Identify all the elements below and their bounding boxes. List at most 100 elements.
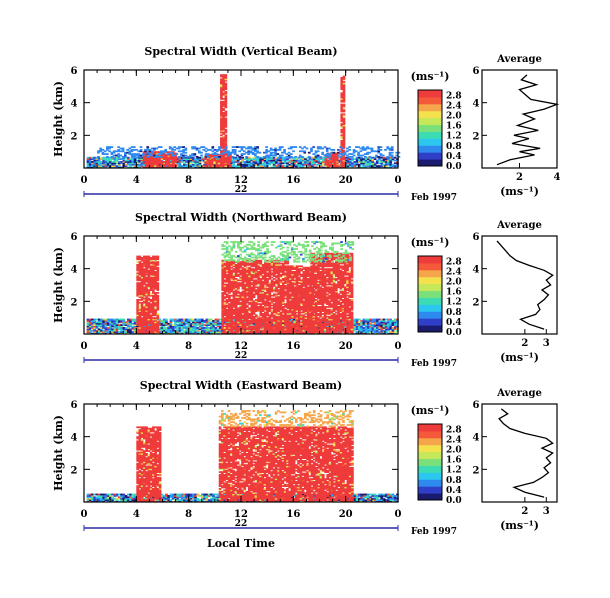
heatmap-cell [257, 317, 260, 319]
heatmap-cell [364, 318, 368, 321]
heatmap-cell [234, 304, 238, 307]
heatmap-cell [221, 262, 225, 265]
heatmap-cell [241, 328, 245, 331]
heatmap-cell [228, 320, 231, 322]
heatmap-cell [152, 261, 155, 263]
heatmap-cell [270, 159, 274, 162]
heatmap-cell [167, 325, 171, 328]
heatmap-cell [241, 322, 245, 325]
heatmap-cell [209, 328, 213, 331]
heatmap-cell [224, 103, 228, 106]
heatmap-cell [255, 329, 258, 332]
heatmap-cell [266, 308, 269, 311]
heatmap-cell [225, 266, 229, 269]
heatmap-cell [158, 318, 162, 321]
heatmap-cell [234, 290, 238, 293]
heatmap-cell [393, 325, 397, 328]
heatmap-cell [151, 163, 155, 166]
heatmap-cell [187, 324, 191, 326]
heatmap-cell [380, 328, 384, 331]
heatmap-cell [126, 148, 129, 151]
heatmap-cell [257, 290, 260, 293]
heatmap-cell [340, 86, 344, 89]
heatmap-cell [115, 321, 119, 324]
heatmap-cell [250, 301, 254, 304]
heatmap-cell [224, 142, 228, 145]
heatmap-cell [243, 304, 247, 307]
heatmap-cell [152, 331, 155, 333]
heatmap-cell [138, 258, 142, 261]
heatmap-cell [250, 159, 253, 162]
heatmap-cell [261, 306, 265, 308]
heatmap-cell [220, 117, 223, 120]
heatmap-cell [124, 151, 127, 154]
heatmap-cell [279, 163, 283, 166]
heatmap-cell [154, 159, 157, 162]
heatmap-cell [263, 268, 267, 270]
heatmap-cell [224, 117, 228, 120]
heatmap-cell [297, 156, 301, 159]
heatmap-cell [128, 147, 132, 150]
heatmap-cell [378, 327, 381, 329]
heatmap-cell [261, 303, 265, 305]
heatmap-cell [239, 261, 242, 263]
heatmap-cell [212, 329, 215, 332]
heatmap-cell [168, 147, 172, 150]
heatmap-cell [93, 322, 96, 325]
heatmap-cell [240, 147, 244, 150]
heatmap-cell [234, 307, 238, 310]
heatmap-cell [95, 324, 99, 326]
heatmap-cell [241, 282, 245, 284]
heatmap-cell [156, 317, 160, 319]
heatmap-cell [156, 261, 160, 263]
heatmap-cell [113, 325, 117, 328]
heatmap-cell [234, 282, 238, 284]
heatmap-cell [147, 158, 151, 160]
heatmap-cell [160, 322, 164, 325]
heatmap-cell [348, 148, 351, 151]
heatmap-cell [130, 148, 134, 151]
heatmap-cell [111, 158, 114, 160]
heatmap-cell [221, 294, 225, 297]
heatmap-cell [154, 292, 157, 294]
heatmap-cell [154, 327, 157, 329]
heatmap-cell [304, 159, 307, 162]
heatmap-cell [126, 156, 130, 159]
heatmap-cell [342, 92, 346, 95]
heatmap-cell [355, 320, 359, 322]
heatmap-cell [246, 287, 249, 290]
heatmap-cell [97, 320, 101, 322]
heatmap-cell [154, 279, 157, 282]
heatmap-cell [250, 304, 254, 307]
heatmap-cell [147, 327, 151, 329]
heatmap-cell [342, 84, 346, 86]
heatmap-cell [113, 161, 117, 163]
heatmap-cell [266, 303, 269, 305]
heatmap-cell [91, 321, 94, 324]
heatmap-cell [395, 151, 399, 154]
heatmap-cell [95, 159, 99, 162]
heatmap-cell [237, 290, 240, 293]
heatmap-cell [228, 292, 231, 294]
heatmap-cell [340, 320, 343, 322]
heatmap-cell [257, 163, 260, 166]
heatmap-cell [149, 331, 153, 333]
heatmap-cell [189, 325, 193, 328]
heatmap-cell [220, 116, 223, 118]
heatmap-cell [243, 324, 247, 326]
heatmap-cell [252, 272, 256, 275]
heatmap-cell [340, 163, 344, 166]
heatmap-cell [232, 324, 236, 326]
heatmap-cell [257, 262, 260, 265]
heatmap-cell [225, 306, 229, 308]
heatmap-cell [211, 163, 214, 166]
heatmap-cell [230, 304, 233, 307]
heatmap-cell [322, 161, 325, 163]
heatmap-cell [248, 280, 251, 283]
heatmap-cell [389, 327, 393, 329]
heatmap-cell [109, 159, 112, 162]
heatmap-cell [154, 261, 157, 263]
heatmap-cell [377, 146, 381, 148]
heatmap-cell [192, 159, 195, 162]
heatmap-cell [274, 147, 277, 150]
